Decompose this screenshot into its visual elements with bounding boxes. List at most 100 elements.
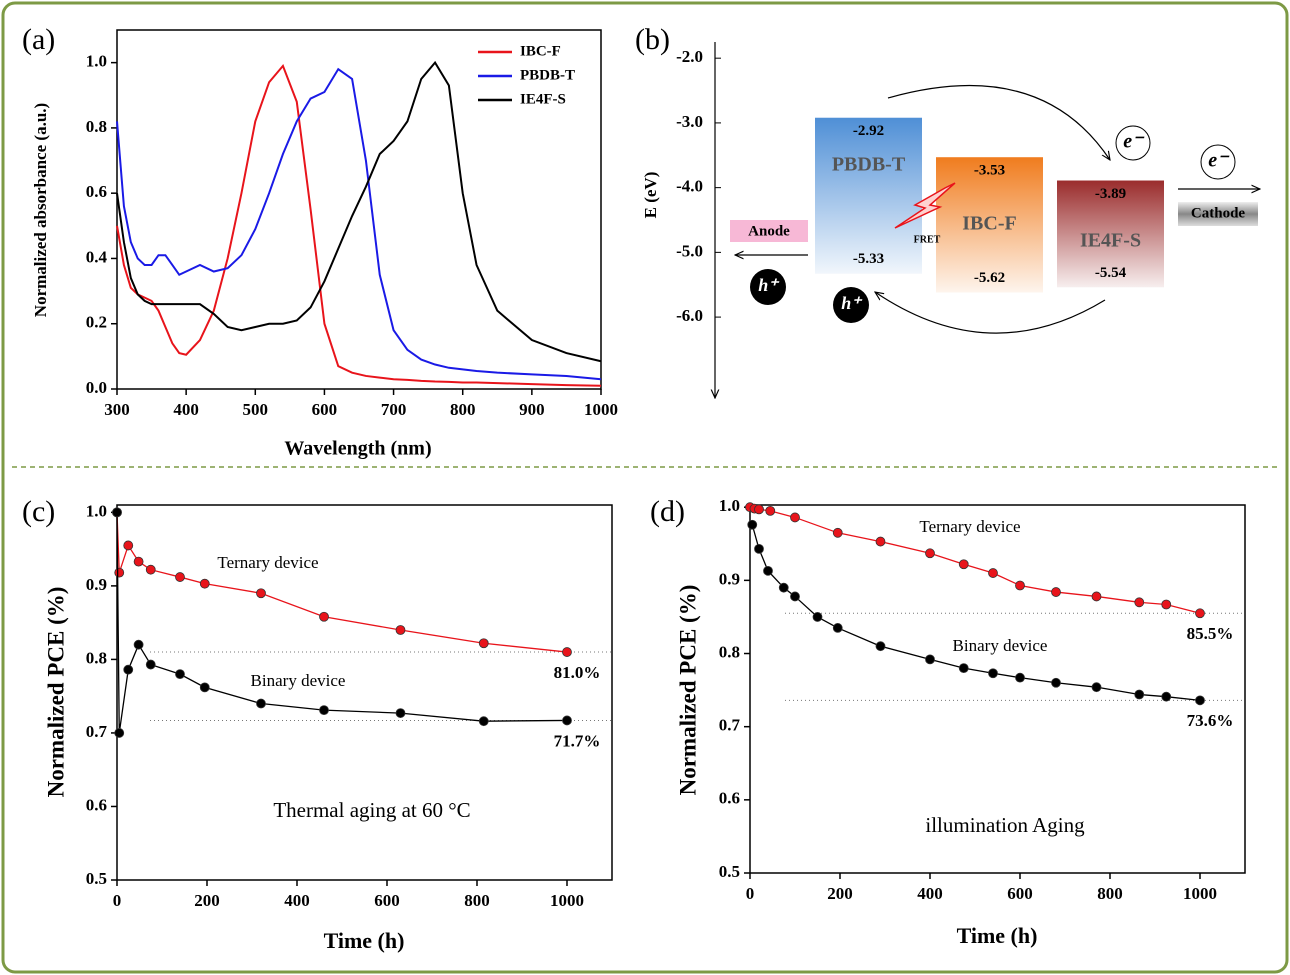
x-tick-label: 300	[104, 400, 130, 419]
marker	[133, 556, 144, 567]
x-tick-label: 800	[464, 891, 490, 910]
lumo-label: -3.89	[1095, 186, 1126, 202]
marker	[958, 559, 969, 570]
marker	[763, 565, 773, 576]
marker	[1051, 587, 1061, 597]
level-name: IBC-F	[962, 212, 1016, 234]
x-tick-label: 600	[374, 891, 400, 910]
y-tick-label: -2.0	[676, 47, 703, 66]
marker	[256, 588, 266, 599]
plot-frame	[749, 504, 1246, 874]
x-tick-label: 900	[519, 400, 545, 419]
marker	[832, 623, 843, 633]
marker	[199, 682, 210, 693]
series-line	[116, 60, 602, 363]
y-tick-label: 0.8	[719, 642, 740, 661]
y-tick-label: 0.0	[86, 378, 107, 397]
x-tick-label: 0	[746, 884, 755, 903]
legend-label: IBC-F	[520, 43, 561, 59]
level-name: PBDB-T	[832, 153, 906, 175]
electron-label: e⁻	[1208, 150, 1230, 172]
marker	[319, 705, 329, 716]
x-axis-title: Wavelength (nm)	[284, 438, 431, 460]
y-tick-label: 0.6	[86, 795, 107, 814]
marker	[114, 567, 125, 578]
lumo-label: -2.92	[853, 123, 884, 139]
legend-label: IE4F-S	[520, 91, 566, 107]
marker	[1195, 695, 1205, 706]
marker	[875, 536, 886, 547]
y-tick-label: 1.0	[719, 496, 740, 515]
y-tick-label: -5.0	[676, 241, 703, 260]
value-label: 81.0%	[554, 663, 601, 682]
marker	[145, 659, 156, 670]
fret-bolt	[894, 182, 956, 229]
anode-label: Anode	[748, 223, 790, 239]
x-tick-label: 400	[284, 891, 310, 910]
marker	[988, 568, 998, 578]
x-tick-label: 0	[113, 891, 122, 910]
panel-label: (c)	[22, 495, 55, 528]
y-axis-title: Normalized PCE (%)	[43, 587, 68, 798]
homo-label: -5.62	[974, 270, 1005, 286]
marker	[175, 572, 185, 582]
marker	[1161, 691, 1172, 702]
annotation: Binary device	[953, 636, 1048, 655]
annotation: illumination Aging	[925, 813, 1085, 837]
value-label: 73.6%	[1187, 711, 1234, 730]
x-tick-label: 400	[173, 400, 199, 419]
hole-arrow	[875, 292, 1106, 334]
annotation: Thermal aging at 60 °C	[273, 798, 470, 822]
y-tick-label: -4.0	[676, 177, 703, 196]
marker	[747, 519, 758, 530]
electron-circle	[1200, 144, 1236, 180]
y-tick-label: 0.5	[86, 869, 107, 888]
marker	[562, 647, 572, 657]
marker	[395, 625, 406, 635]
marker	[478, 716, 489, 727]
electron-arrow	[887, 84, 1110, 160]
marker	[395, 708, 406, 718]
y-tick-label: 0.6	[719, 789, 740, 808]
marker	[925, 654, 935, 665]
marker	[754, 504, 764, 515]
x-axis-title: Time (h)	[324, 928, 405, 953]
marker	[754, 543, 764, 554]
panel-label: (a)	[22, 23, 55, 56]
level-name: IE4F-S	[1080, 230, 1141, 252]
y-axis-title: Normalized PCE (%)	[675, 585, 700, 796]
marker	[1195, 608, 1205, 619]
plot-frame	[116, 29, 602, 390]
marker	[1091, 591, 1102, 602]
x-tick-label: 400	[917, 884, 943, 903]
marker	[832, 527, 843, 538]
marker	[925, 548, 935, 559]
y-tick-label: 0.7	[86, 722, 108, 741]
marker	[112, 507, 122, 518]
marker	[1091, 682, 1102, 693]
y-tick-label: 0.8	[86, 648, 107, 667]
x-axis-title: Time (h)	[957, 923, 1038, 948]
marker	[123, 664, 134, 675]
hole-label: h⁺	[758, 275, 780, 295]
panel-label: (b)	[635, 23, 670, 56]
level-box	[1057, 180, 1164, 288]
marker	[319, 611, 329, 622]
value-label: 85.5%	[1187, 624, 1234, 643]
y-tick-label: 0.5	[719, 862, 740, 881]
y-tick-label: 0.2	[86, 313, 107, 332]
x-tick-label: 700	[381, 400, 407, 419]
x-tick-label: 600	[312, 400, 338, 419]
marker	[478, 638, 489, 649]
lumo-label: -3.53	[974, 163, 1005, 179]
x-tick-label: 500	[243, 400, 269, 419]
x-tick-label: 1000	[584, 400, 618, 419]
x-tick-label: 1000	[1183, 884, 1217, 903]
y-axis-title: Normalized absorbance (a.u.)	[31, 103, 50, 317]
legend-label: PBDB-T	[520, 67, 575, 83]
marker	[790, 512, 800, 523]
marker	[812, 612, 823, 622]
marker	[875, 641, 886, 652]
cathode-label: Cathode	[1191, 205, 1246, 221]
